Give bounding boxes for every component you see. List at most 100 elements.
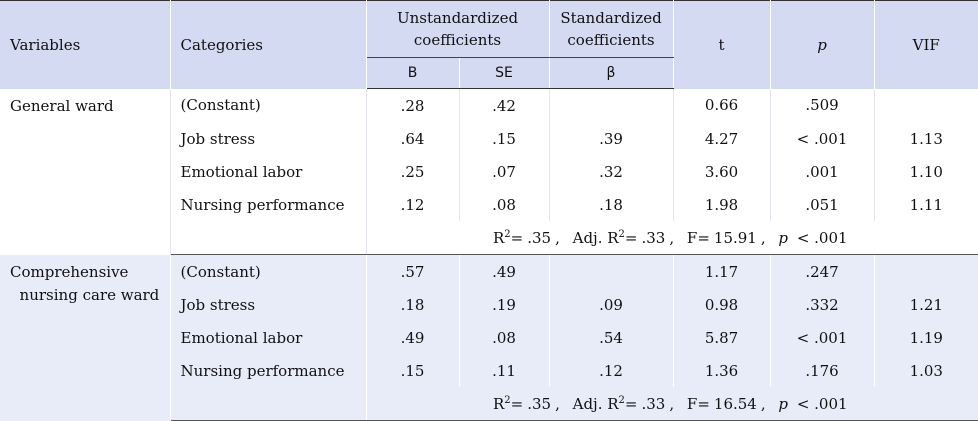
b-cell: .25 [366,155,460,188]
category-cell: Emotional labor [170,321,367,354]
vif-cell: 1.19 [874,321,978,354]
vif-cell [874,254,978,288]
adj-r2-stat: Adj. R2= .33, [572,394,675,413]
f-value: 15.91 [713,228,757,247]
se-cell: .19 [459,288,550,321]
se-cell: .07 [459,155,550,188]
p-cell: .509 [770,88,875,122]
vif-cell: 1.13 [909,129,943,148]
r2-value: .35 [527,228,552,247]
beta-cell: .39 [549,122,674,155]
p-cell: .176 [770,354,875,387]
adj-r2-value: .33 [641,228,666,247]
model-fit-summary: R2= .35, Adj. R2= .33, F= 16.54, p < .001 [366,387,978,421]
model-fit-summary: R2= .35, Adj. R2= .33, F= 15.91, p < .001 [366,221,978,255]
p-stat: p < .001 [778,394,848,413]
p-cell: .001 [770,155,875,188]
vif-cell: 1.11 [909,195,943,214]
header-variables: Variables [0,0,171,89]
p-cell: .051 [770,188,875,221]
header-p-text: p [817,35,827,54]
category-cell: Job stress [170,122,367,155]
model-fit-row: R2= .35, Adj. R2= .33, F= 15.91, p < .001 [0,221,978,255]
header-categories: Categories [170,0,367,89]
b-cell: .18 [366,288,460,321]
header-se: SE [459,57,550,89]
category-cell: (Constant) [170,88,367,122]
header-std-line2: coefficients [567,31,655,49]
category-cell: Job stress [170,288,367,321]
table-row: General ward (Constant) .28 .42 0.66 .50… [0,88,978,255]
vif-cell: 1.03 [874,354,978,387]
se-cell: .08 [459,188,550,221]
group-comprehensive-ward: Comprehensive nursing care ward (Constan… [0,254,978,421]
adj-r2-stat: Adj. R2= .33, [572,228,675,247]
table-row: Nursing performance .15 .11 .12 1.36 .17… [0,354,978,387]
header-standardized: Standardized coefficients [549,0,674,58]
f-value: 16.54 [713,394,757,413]
f-stat: F= 15.91, [686,228,766,247]
f-stat: F= 16.54, [686,394,766,413]
variable-general-ward: General ward [0,88,171,255]
fit-spacer [170,387,367,421]
beta-cell: .18 [549,188,674,221]
t-cell: 1.36 [673,354,771,387]
p-value: < .001 [796,394,848,413]
beta-cell: .54 [549,321,674,354]
p-cell: < .001 [770,122,875,155]
category-cell: Nursing performance [170,354,367,387]
p-cell: < .001 [770,321,875,354]
table-row: Job stress .18 .19 .09 0.98 .332 1.21 [0,288,978,321]
beta-cell: .32 [549,155,674,188]
p-stat: p < .001 [778,228,848,247]
header-unstd-line1: Unstandardized [396,9,519,27]
variable-label-line2: nursing care ward [19,285,160,304]
b-cell: .49 [366,321,460,354]
variable-label-line1: Comprehensive [10,262,129,281]
group-general-ward: General ward (Constant) .28 .42 0.66 .50… [0,88,978,255]
t-cell: 3.60 [673,155,771,188]
t-cell: 4.27 [673,122,771,155]
b-cell: .64 [366,122,460,155]
beta-cell: .12 [549,354,674,387]
table-header: Variables Categories Unstandardized coef… [0,0,978,89]
p-cell: .247 [770,254,875,288]
header-p: p [770,0,875,89]
se-cell: .08 [459,321,550,354]
table-row: Nursing performance .12 .08 .18 1.98 .05… [0,188,978,221]
table-row: Job stress .64 .15 .39 4.27 < .001 1.13 [0,122,978,155]
header-vif: VIF [874,0,978,89]
adj-r2-value: .33 [641,394,666,413]
b-cell: .57 [366,254,460,288]
t-cell: 0.98 [673,288,771,321]
table-row: Comprehensive nursing care ward (Constan… [0,254,978,421]
vif-cell: 1.10 [909,162,943,181]
r2-stat: R2= .35, [492,228,560,247]
table-row: Emotional labor .25 .07 .32 3.60 .001 1.… [0,155,978,188]
beta-cell [549,254,674,288]
b-cell: .28 [366,88,460,122]
variable-label: General ward [10,96,114,115]
se-cell: .42 [459,88,550,122]
se-cell: .11 [459,354,550,387]
header-unstd-line2: coefficients [413,31,502,49]
p-value: < .001 [796,228,848,247]
t-cell: 1.17 [673,254,771,288]
b-cell: .15 [366,354,460,387]
vif-cell: 1.21 [874,288,978,321]
header-t: t [673,0,771,89]
se-cell: .49 [459,254,550,288]
header-unstandardized: Unstandardized coefficients [366,0,550,58]
category-cell: Nursing performance [170,188,367,221]
beta-cell: .09 [549,288,674,321]
vif-cell [874,89,978,123]
fit-spacer [170,221,367,255]
b-cell: .12 [366,188,460,221]
r2-value: .35 [527,394,552,413]
p-cell: .332 [770,288,875,321]
header-beta: β [549,57,674,89]
header-std-line1: Standardized [560,9,662,27]
category-cell: (Constant) [170,254,367,288]
